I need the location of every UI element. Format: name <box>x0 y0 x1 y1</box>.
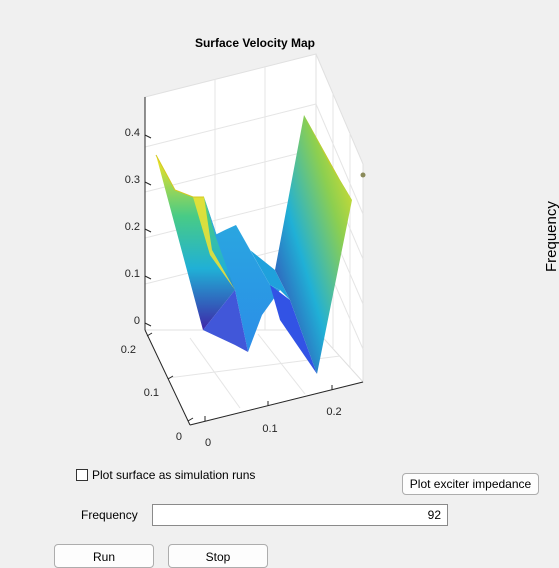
y-tick-label: 0.2 <box>121 344 136 356</box>
surface-plot[interactable]: 0.4 0.3 0.2 0.1 0 0.2 0.1 0 0 0.1 0.2 <box>0 0 559 460</box>
y-tick-label: 0.1 <box>144 387 159 399</box>
y-tick-label: 0 <box>176 431 182 443</box>
plot-surface-checkbox[interactable] <box>76 469 88 481</box>
z-tick-label: 0.1 <box>125 268 140 280</box>
frequency-axis-label: Frequency <box>543 201 559 272</box>
y-axis-ticks: 0.2 0.1 0 <box>121 332 194 443</box>
x-tick-label: 0 <box>205 437 211 449</box>
z-tick-label: 0.4 <box>125 127 140 139</box>
plot-surface-option[interactable]: Plot surface as simulation runs <box>76 468 255 482</box>
x-tick-label: 0.2 <box>326 406 341 418</box>
z-tick-label: 0.3 <box>125 174 140 186</box>
plot-surface-label: Plot surface as simulation runs <box>92 468 256 482</box>
velocity-surface <box>155 115 352 374</box>
run-button[interactable]: Run <box>54 544 154 568</box>
plot-exciter-impedance-button[interactable]: Plot exciter impedance <box>402 473 539 495</box>
frequency-field[interactable] <box>152 504 448 526</box>
x-tick-label: 0.1 <box>262 423 277 435</box>
z-tick-label: 0.2 <box>125 221 140 233</box>
stop-button[interactable]: Stop <box>168 544 268 568</box>
plot-panel: Surface Velocity Map <box>0 0 559 460</box>
z-axis-ticks: 0.4 0.3 0.2 0.1 0 <box>125 127 152 327</box>
frequency-label: Frequency <box>81 508 138 522</box>
z-tick-label: 0 <box>134 315 140 327</box>
data-marker <box>360 172 366 178</box>
x-axis-ticks: 0 0.1 0.2 <box>204 385 342 449</box>
plot-title: Surface Velocity Map <box>194 36 316 50</box>
